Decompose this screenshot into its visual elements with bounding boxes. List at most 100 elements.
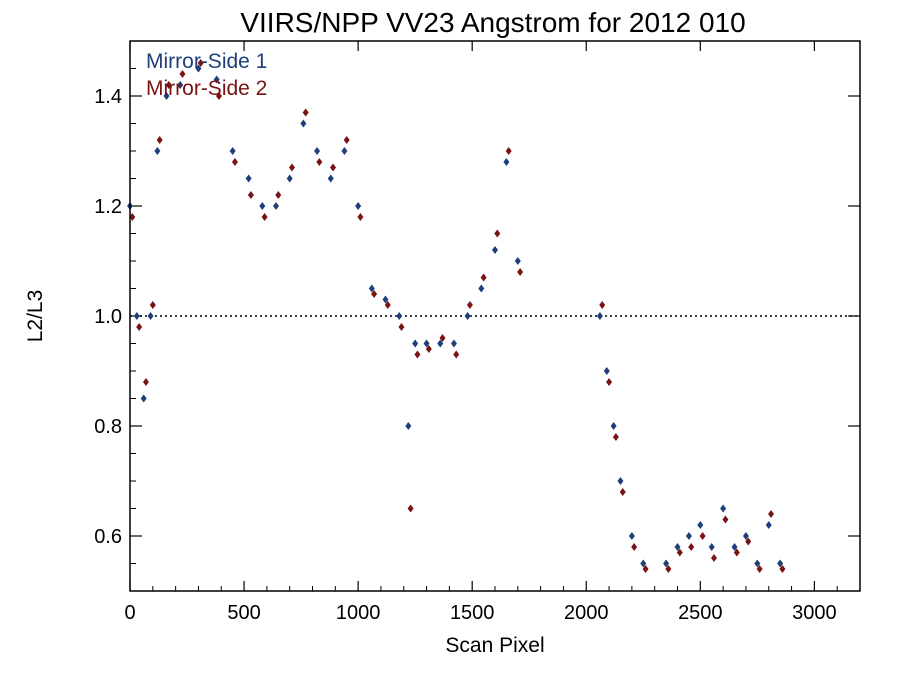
data-point [756,565,763,573]
data-point [745,537,752,546]
data-point [163,92,170,100]
data-point [156,136,163,144]
data-point [688,543,695,551]
data-point [685,532,692,540]
legend-entry-1: Mirror-Side 1 [146,50,267,73]
legend-entry-2: Mirror-Side 2 [146,77,267,100]
data-point [464,312,471,320]
data-point [142,378,149,386]
data-point [765,521,772,529]
data-point [341,147,348,155]
data-point [275,191,282,199]
data-point [674,543,681,551]
data-point [450,339,457,348]
data-point [663,559,670,568]
x-tick-label: 1000 [336,602,381,624]
data-point [355,202,362,210]
data-point [147,312,154,320]
data-point [628,532,635,540]
data-point [603,367,610,375]
data-point [165,81,172,89]
data-point [742,532,749,540]
data-point [288,163,295,172]
data-point [610,422,617,430]
data-point [133,312,140,320]
series-2 [129,59,786,573]
data-point [286,174,293,183]
y-axis-label: L2/L3 [24,290,47,343]
data-point [642,565,649,573]
data-point [149,301,156,309]
data-point [768,510,775,518]
series-1 [127,64,784,568]
data-point [453,350,460,359]
data-point [154,147,161,155]
data-point [733,548,740,557]
axis-ticks: 0 500 1000 1500 2000 2500 3000 0.6 0.8 1.0 1.2 1.4 [94,40,861,624]
data-point [777,559,784,568]
data-point [179,70,186,78]
chart-title: VIIRS/NPP VV23 Angstrom for 2012 010 [240,7,745,38]
data-point [398,323,405,331]
data-point [382,295,389,304]
data-point [708,543,715,551]
data-point [414,350,421,359]
data-point [612,433,619,441]
data-point [396,312,403,320]
data-point [619,488,626,496]
data-point [480,273,487,282]
data-point [197,59,204,67]
data-point [300,119,307,128]
data-point [425,345,432,353]
data-point [720,504,727,513]
data-point [492,246,498,254]
data-point [213,75,220,84]
data-point [316,158,323,166]
data-point [676,548,683,557]
data-point [371,290,378,298]
data-point [466,301,473,309]
data-point [405,422,412,430]
data-point [314,147,321,155]
data-point [503,158,510,166]
data-point [343,136,350,144]
data-point [478,284,485,293]
y-tick-label: 0.6 [94,526,122,548]
data-point [140,394,147,403]
data-point [722,515,729,524]
data-point [779,565,786,573]
x-tick-label: 3000 [792,602,837,624]
data-point [129,213,136,221]
data-point [699,532,706,540]
plot-frame [129,40,861,592]
data-point [640,559,647,568]
x-tick-label: 1500 [450,602,495,624]
data-point [423,339,430,348]
x-tick-label: 0 [124,602,135,624]
data-point [215,92,222,100]
data-point [357,213,364,221]
y-tick-label: 0.8 [94,416,122,438]
x-axis-label: Scan Pixel [445,634,544,657]
data-point [754,559,761,568]
data-point [302,108,309,117]
data-point [606,378,613,386]
x-tick-label: 2500 [678,602,723,624]
y-tick-label: 1.4 [94,86,122,108]
data-point [505,147,512,155]
data-point [327,174,334,183]
data-point [229,147,236,155]
data-point [259,202,266,210]
data-point [231,158,238,166]
data-point [273,202,279,210]
y-tick-label: 1.2 [94,196,122,218]
data-point [514,257,521,265]
data-point [494,229,501,238]
data-point [731,543,738,551]
data-point [195,64,202,73]
data-point [439,334,446,342]
data-point [412,339,419,348]
data-point [407,504,414,513]
data-point [437,339,444,348]
